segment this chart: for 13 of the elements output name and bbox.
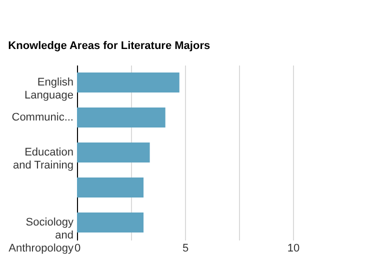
bar xyxy=(77,72,180,92)
bar xyxy=(77,178,144,198)
bar xyxy=(77,212,144,232)
x-tick-label: 5 xyxy=(182,242,189,254)
bar xyxy=(77,142,150,162)
chart-title: Knowledge Areas for Literature Majors xyxy=(8,40,210,52)
y-tick-label: Communic... xyxy=(12,112,74,124)
bar xyxy=(77,108,166,128)
x-tick-label: 10 xyxy=(287,242,300,254)
x-tick-label: 0 xyxy=(74,242,81,254)
y-tick-label: Education and Training xyxy=(12,146,74,172)
y-tick-label: English Language xyxy=(24,76,74,102)
y-tick-label: Sociology and Anthropology xyxy=(8,216,74,254)
